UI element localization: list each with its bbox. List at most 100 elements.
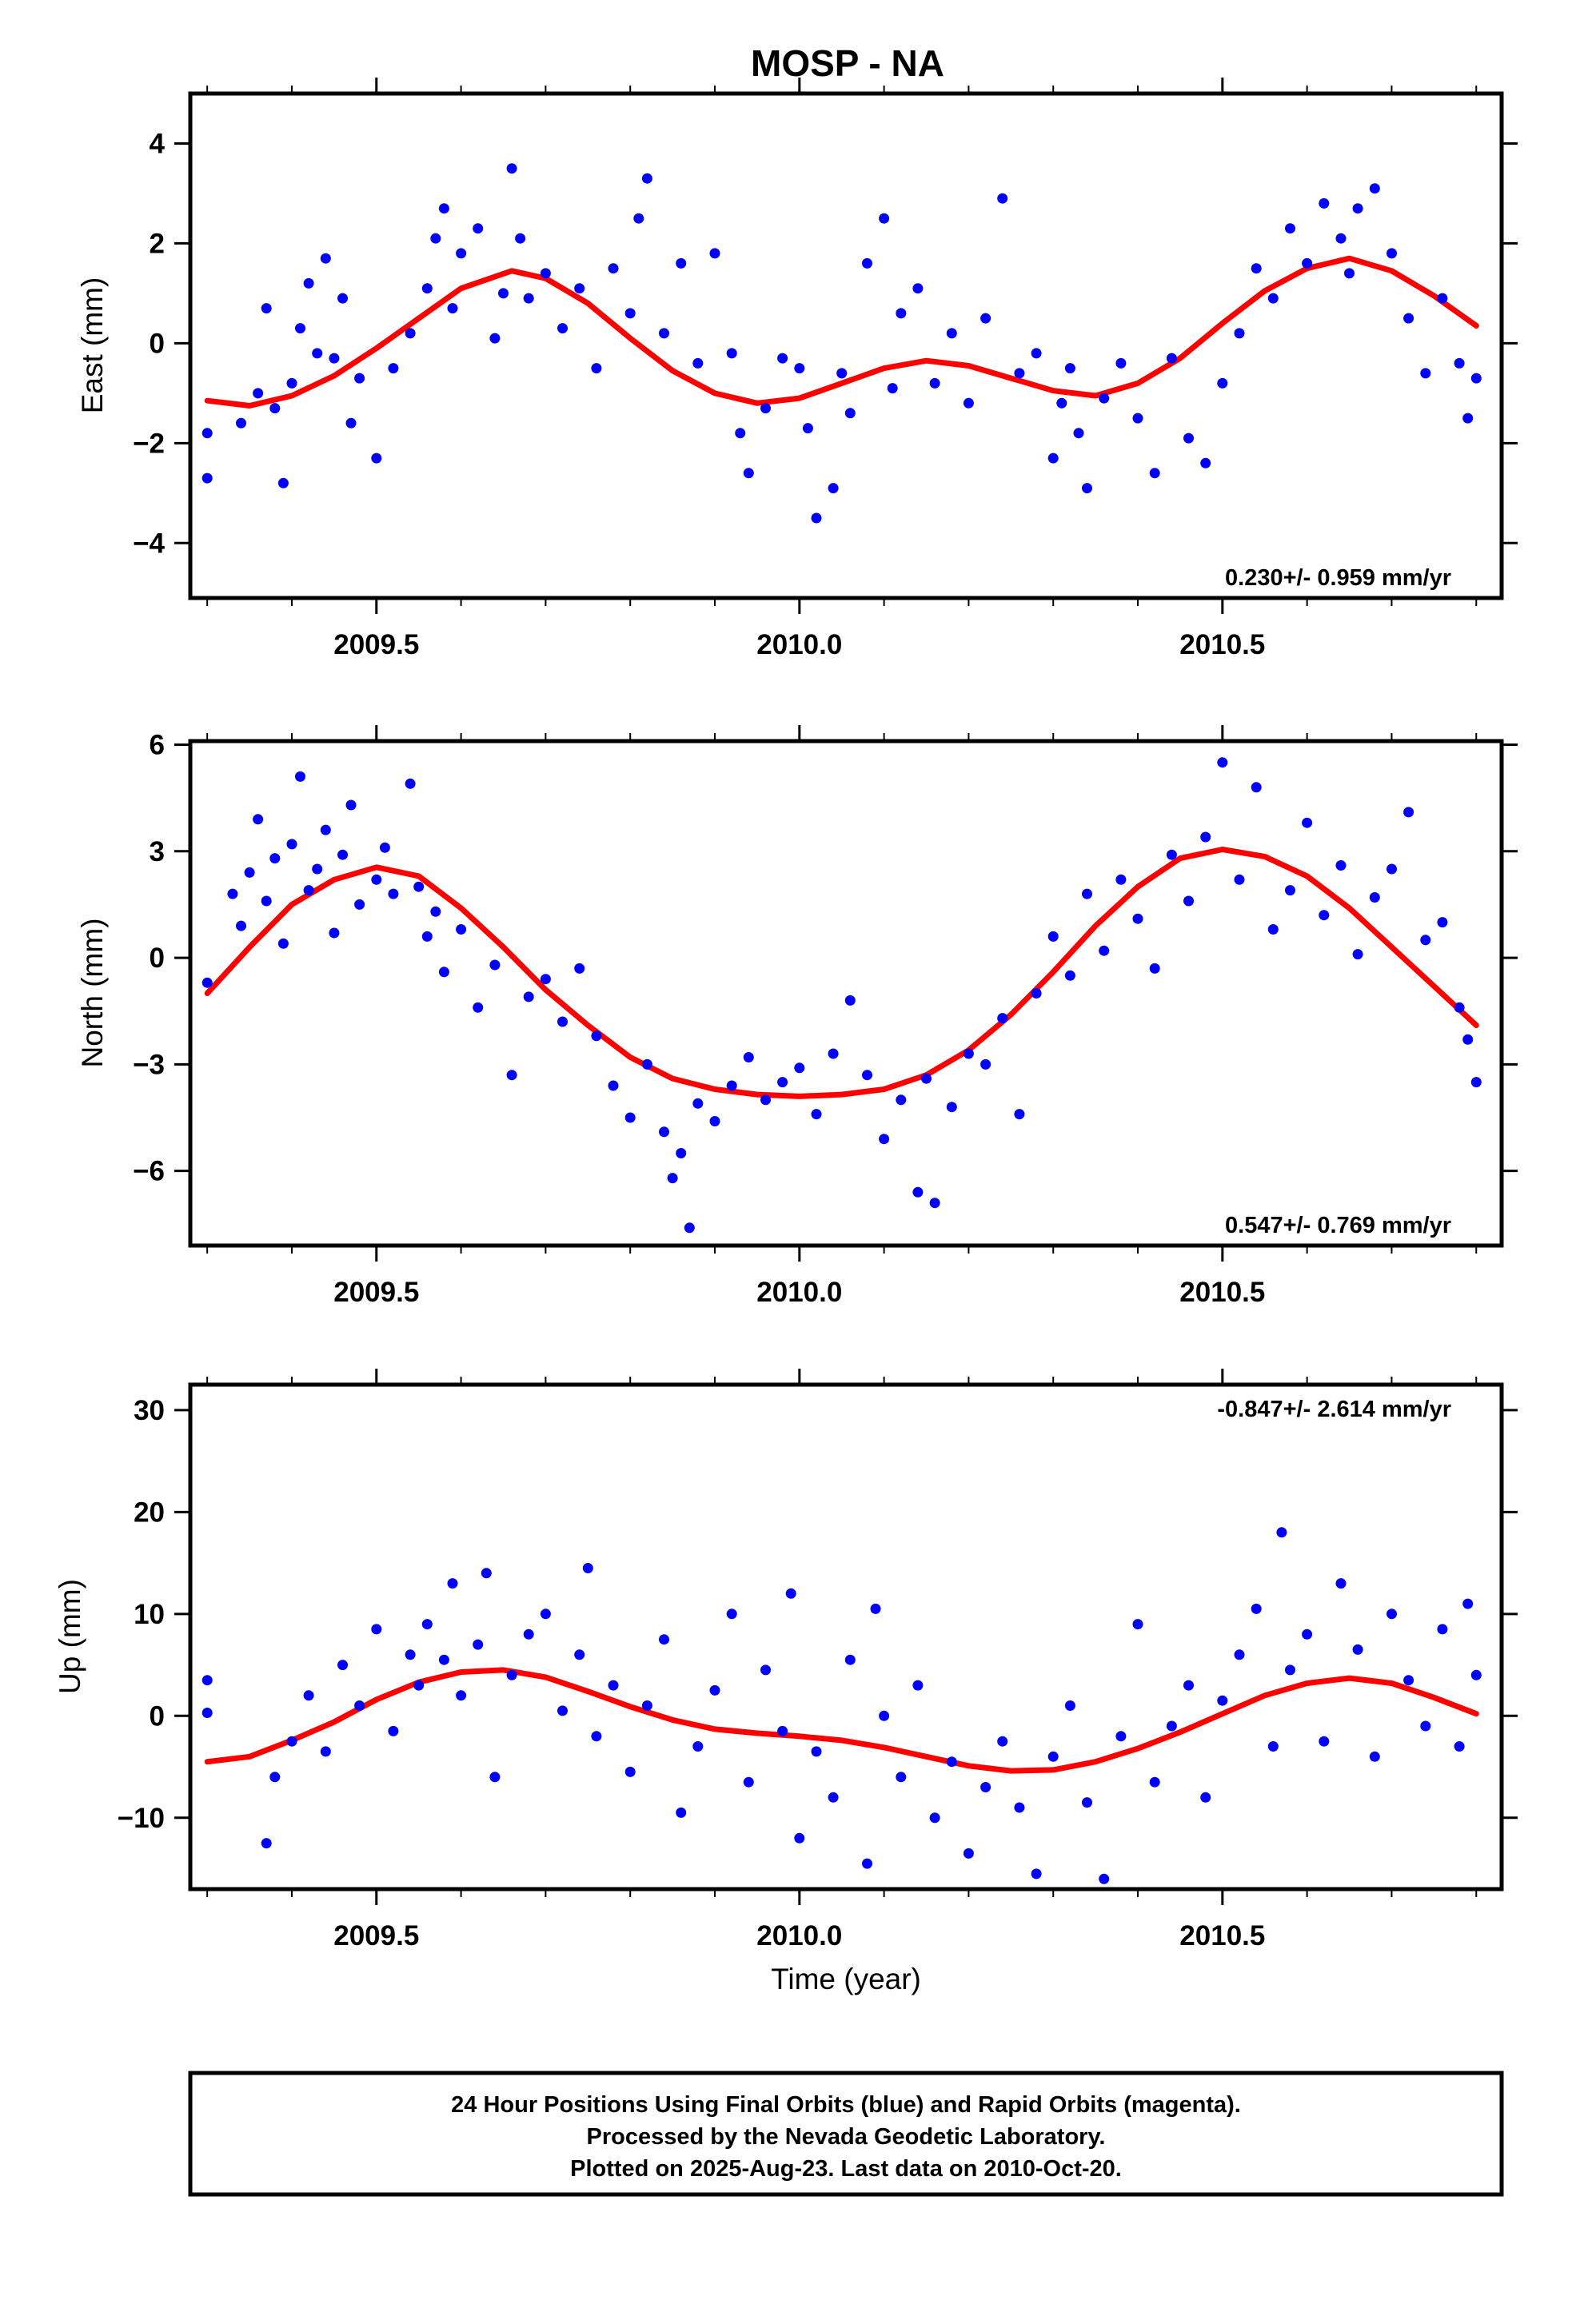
east-data-point [498,288,509,299]
east-data-point [1462,413,1474,424]
north-x-tick-label: 2009.5 [333,1277,419,1308]
east-data-point [1132,413,1143,424]
up-data-point [1386,1608,1397,1620]
east-data-point [1056,397,1067,409]
up-data-point [811,1746,822,1757]
east-data-point [337,293,348,304]
up-data-point [896,1772,907,1783]
up-rate-text: -0.847+/- 2.614 mm/yr [1217,1397,1451,1422]
north-data-point [337,849,348,860]
north-data-point [405,778,416,789]
up-data-point [828,1792,839,1803]
up-data-point [489,1772,501,1783]
north-data-point [421,931,433,942]
north-data-point [624,1112,636,1123]
up-data-point [540,1608,551,1620]
north-data-point [1285,885,1295,896]
up-data-point [523,1628,534,1640]
east-data-point [261,303,272,314]
east-data-point [624,308,636,319]
up-data-point [726,1608,737,1620]
up-data-point [1285,1664,1295,1676]
north-data-point [1352,949,1363,960]
east-data-point [794,363,805,374]
east-data-point [515,233,526,244]
north-data-point [879,1134,890,1145]
north-data-point [1014,1109,1025,1120]
east-data-point [896,308,907,319]
up-data-point [438,1654,449,1665]
north-data-point [371,874,382,885]
up-data-point [201,1675,213,1686]
up-data-point [1047,1751,1059,1762]
up-data-point [201,1708,213,1718]
east-fit-layer [204,255,1479,409]
east-data-point [286,377,297,389]
east-data-point [371,452,382,464]
north-data-point [1251,782,1262,793]
up-data-point [641,1700,652,1711]
east-data-point [320,253,331,264]
east-data-point [1454,357,1465,369]
up-data-point [760,1664,771,1676]
north-data-point [692,1098,704,1109]
up-data-point [591,1731,602,1742]
up-data-point [1335,1578,1347,1589]
east-data-point [879,213,890,224]
north-data-point [1369,892,1380,903]
up-data-point [676,1807,687,1818]
panel-up: 2009.5 2010.0 2010.5 30 20 10 0 −10 Up (mm) -0.… [54,1369,1518,1951]
east-data-point [641,173,652,184]
east-data-point [201,472,213,484]
north-y-tick-label: 6 [150,729,165,760]
up-data-point [1276,1527,1287,1538]
north-data-point [1149,963,1160,974]
east-data-point [438,203,449,214]
up-data-point [405,1649,416,1660]
up-data-point [1234,1649,1245,1660]
north-data-point [743,1052,754,1062]
up-data-point [1014,1802,1025,1813]
north-data-point [1403,807,1414,818]
up-data-point [1149,1776,1160,1788]
east-data-point [1014,368,1025,379]
north-data-point [557,1016,568,1027]
east-data-point [1344,268,1355,279]
east-data-point [692,357,704,369]
east-data-point [1166,353,1177,364]
chart-title: MOSP - NA [751,42,944,84]
up-data-point [1437,1624,1448,1635]
north-data-point [261,895,272,907]
north-data-point [1335,860,1347,871]
east-data-point [405,328,416,339]
up-data-point [1200,1792,1211,1803]
north-ylabel: North (mm) [76,918,109,1067]
east-y-tick-label: 2 [150,228,165,259]
east-rate-text: 0.230+/- 0.959 mm/yr [1225,565,1451,591]
east-data-point [836,368,848,379]
east-points-layer [201,163,1482,524]
north-data-point [1082,888,1092,899]
north-data-point [1302,817,1313,828]
north-data-point [726,1080,737,1091]
up-data-point [456,1690,467,1701]
east-data-point [1386,248,1397,259]
up-y-tick-label: 10 [134,1599,165,1630]
up-x-tick-label: 2010.5 [1179,1920,1265,1951]
east-data-point [633,213,644,224]
up-data-point [1352,1644,1363,1655]
up-y-tick-label: −10 [118,1803,165,1834]
east-data-point [726,348,737,359]
up-data-point [1251,1603,1262,1614]
north-data-point [684,1222,695,1234]
north-data-point [295,771,305,782]
east-data-point [329,353,340,364]
up-data-point [1267,1741,1279,1752]
east-data-point [295,323,305,334]
x-axis-label: Time (year) [771,1963,921,1995]
east-data-point [844,408,856,419]
north-data-point [929,1198,940,1209]
east-data-point [1352,203,1363,214]
footer-line-2: Processed by the Nevada Geodetic Laborat… [587,2124,1106,2150]
north-data-point [286,839,297,850]
